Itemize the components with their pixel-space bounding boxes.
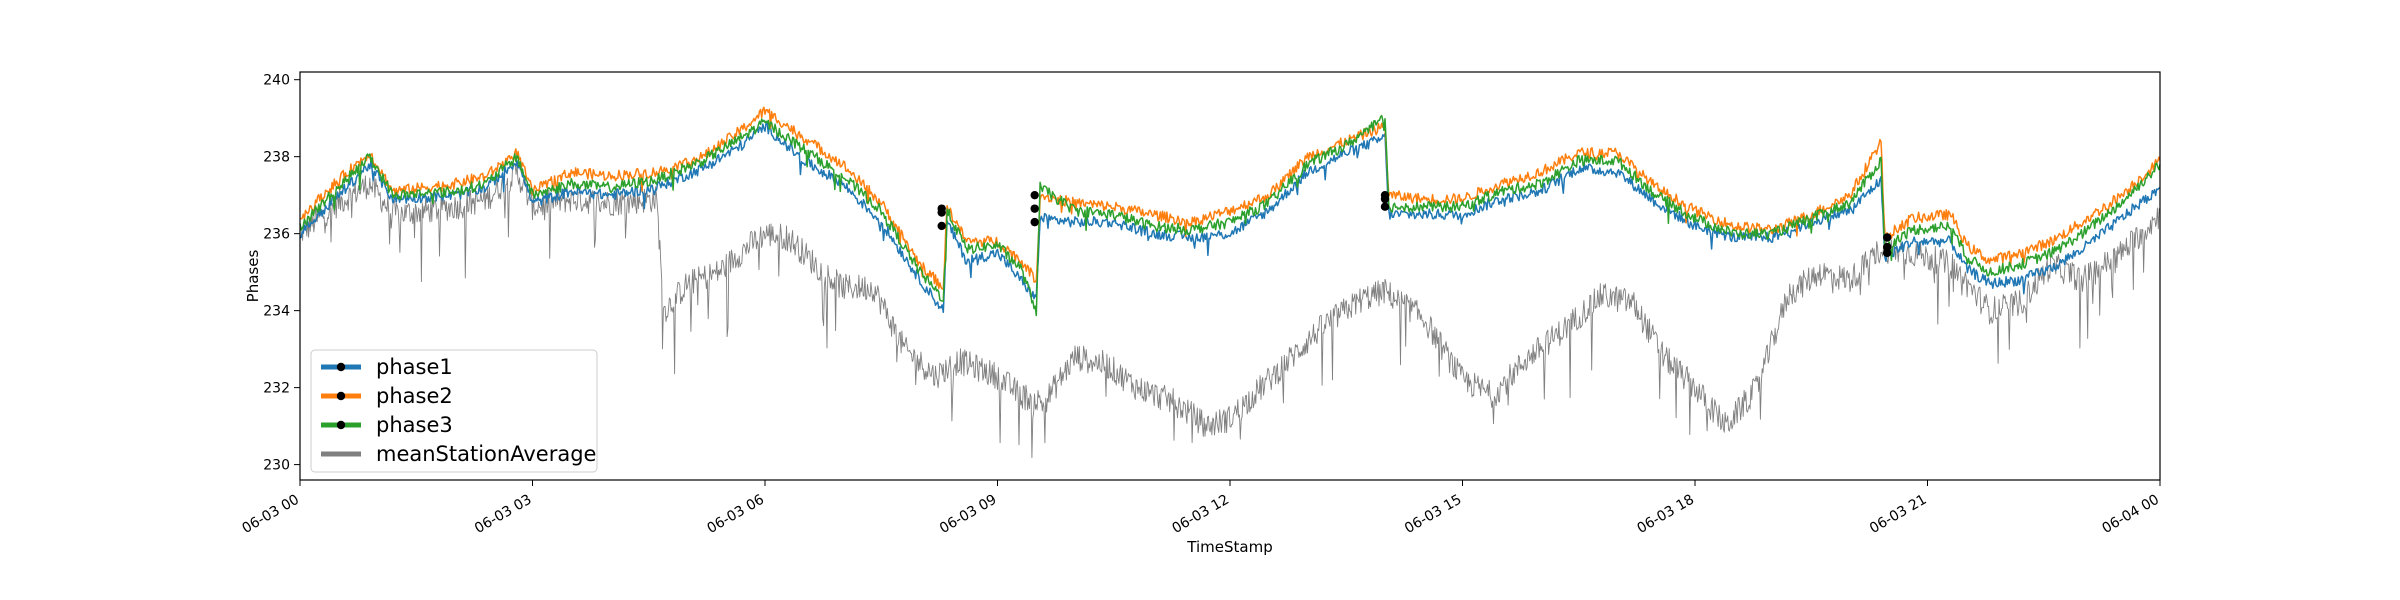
data-point-marker-3-2 — [1883, 233, 1892, 242]
y-axis-label: Phases — [244, 250, 262, 303]
x-tick-label: 06-03 03 — [472, 492, 535, 537]
series-line-phase3 — [299, 114, 2161, 317]
x-tick-label: 06-03 06 — [704, 492, 767, 537]
legend-marker-phase2 — [336, 391, 346, 401]
x-tick-label: 06-04 00 — [2099, 492, 2162, 537]
data-point-marker-2-2 — [1380, 190, 1390, 200]
series-layer — [299, 106, 2161, 459]
y-axis: 230 232 234 236 238 240 — [263, 73, 300, 474]
plot-area-background — [300, 72, 2160, 480]
y-tick-label: 240 — [263, 73, 290, 89]
series-line-meanStationAverage — [299, 162, 2161, 459]
data-point-marker-1-0 — [1030, 217, 1039, 227]
legend-label-phase1: phase1 — [376, 355, 453, 379]
y-tick-label: 232 — [263, 381, 290, 397]
x-tick-label: 06-03 00 — [239, 492, 302, 537]
legend-marker-phase1 — [336, 362, 346, 372]
y-tick-label: 238 — [263, 150, 290, 166]
legend-box — [310, 349, 598, 473]
data-point-marker-1-1 — [1030, 204, 1039, 213]
data-point-marker-0-2 — [937, 204, 946, 213]
x-tick-label: 06-03 12 — [1169, 492, 1232, 537]
x-axis: 06-03 00 06-03 03 06-03 06 06-03 09 06-03 12… — [239, 480, 2162, 537]
x-tick-label: 06-03 21 — [1867, 492, 1930, 537]
legend-marker-phase3 — [336, 420, 346, 430]
y-tick-label: 230 — [263, 458, 290, 474]
legend-label-phase2: phase2 — [376, 384, 453, 408]
series-line-phase2 — [299, 106, 2161, 290]
y-tick-label: 236 — [263, 227, 290, 243]
data-point-marker-1-2 — [1030, 190, 1039, 200]
series-line-phase1 — [299, 121, 2161, 314]
legend-label-meanStationAverage: meanStationAverage — [376, 442, 596, 466]
data-point-marker-3-0 — [1883, 248, 1892, 258]
legend-label-phase3: phase3 — [376, 413, 453, 437]
data-point-marker-0-0 — [937, 221, 946, 231]
x-tick-label: 06-03 15 — [1402, 492, 1465, 537]
x-tick-label: 06-03 18 — [1634, 492, 1697, 537]
x-tick-label: 06-03 09 — [937, 492, 1000, 537]
data-point-marker-2-0 — [1380, 202, 1390, 211]
y-tick-label: 234 — [263, 304, 290, 320]
legend: phase1 phase2 phase3 meanStationAverage — [310, 349, 598, 473]
marker-layer — [937, 190, 1892, 258]
x-axis-label: TimeStamp — [1186, 538, 1272, 556]
data-point-marker-3-1 — [1883, 242, 1892, 252]
